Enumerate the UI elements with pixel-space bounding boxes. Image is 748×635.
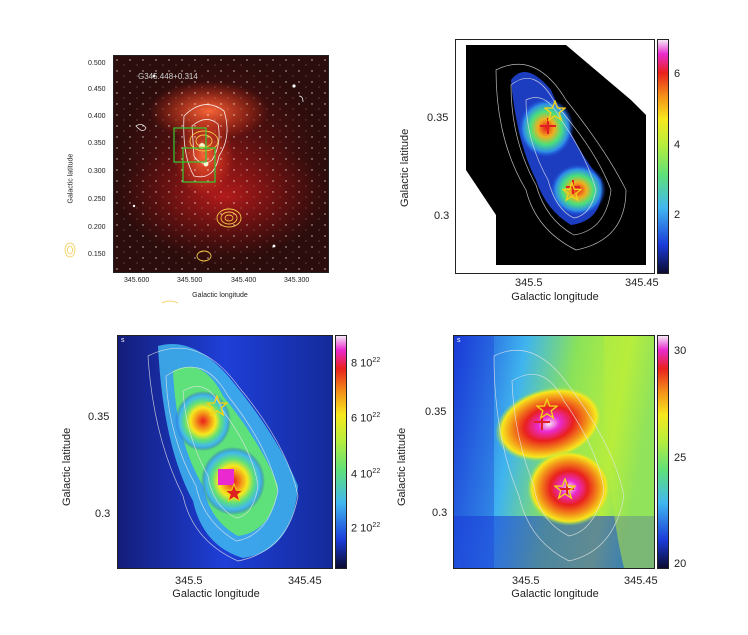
corner-label: s — [457, 337, 461, 344]
x-tick: 345.300 — [284, 277, 310, 284]
y-axis-label: Galactic latitude — [67, 153, 75, 204]
x-axis-label: Galactic longitude — [172, 588, 260, 600]
colorbar-tick: 30 — [674, 345, 687, 357]
region-box-north — [173, 127, 207, 163]
colorbar-tick: 6 — [674, 68, 681, 80]
colorbar-tick: 2 — [674, 209, 681, 221]
y-axis-label: Galactic latitude — [396, 427, 408, 506]
star-marker — [544, 100, 566, 122]
outside-contour-2 — [161, 300, 179, 304]
star-marker — [224, 483, 244, 503]
y-tick: 0.400 — [88, 113, 106, 120]
x-tick: 345.5 — [512, 575, 540, 587]
optical-image: G345.448+0.314 — [113, 55, 329, 273]
x-tick: 345.45 — [625, 277, 659, 289]
x-axis-label: Galactic longitude — [511, 588, 599, 600]
y-tick: 0.35 — [88, 411, 110, 423]
colorbar-tick: 25 — [674, 452, 687, 464]
y-tick: 0.35 — [425, 406, 447, 418]
source-label: G345.448+0.314 — [138, 72, 198, 81]
colorbar-tick: 4 1022 — [351, 468, 381, 481]
y-axis-label: Galactic latitude — [399, 128, 411, 207]
map-d: s — [453, 335, 655, 569]
x-tick: 345.45 — [624, 575, 658, 587]
x-tick: 345.600 — [124, 277, 150, 284]
star-marker — [562, 182, 582, 202]
x-axis-label: Galactic longitude — [511, 291, 599, 303]
x-tick: 345.5 — [175, 575, 203, 587]
y-tick: 0.35 — [427, 112, 449, 124]
colorbar-tick: 4 — [674, 139, 681, 151]
colorbar-tick: 8 1022 — [351, 357, 381, 370]
y-tick: 0.350 — [88, 140, 106, 147]
y-tick: 0.250 — [88, 196, 106, 203]
region-box-south — [182, 147, 216, 183]
y-tick: 0.3 — [434, 210, 450, 222]
y-tick: 0.450 — [88, 86, 106, 93]
star-marker — [554, 478, 576, 500]
x-tick: 345.45 — [288, 575, 322, 587]
x-tick: 345.400 — [231, 277, 257, 284]
colorbar-d — [657, 335, 669, 569]
colorbar-c — [335, 335, 347, 569]
y-tick: 0.500 — [88, 60, 106, 67]
colorbar-tick: 6 1022 — [351, 412, 381, 425]
y-axis-label: Galactic latitude — [61, 427, 73, 506]
y-tick: 0.150 — [88, 251, 106, 258]
corner-label: s — [121, 337, 125, 344]
star-marker — [536, 398, 558, 420]
y-tick: 0.300 — [88, 168, 106, 175]
x-tick: 345.500 — [177, 277, 203, 284]
map-c: s — [117, 335, 333, 569]
y-tick: 0.3 — [95, 508, 111, 520]
colorbar-tick: 20 — [674, 558, 687, 570]
y-tick: 0.3 — [432, 507, 448, 519]
colorbar-b — [657, 39, 669, 274]
outside-contour — [64, 242, 76, 258]
colorbar-tick: 2 1022 — [351, 522, 381, 535]
x-tick: 345.5 — [515, 277, 543, 289]
map-b — [455, 39, 655, 274]
x-axis-label: Galactic longitude — [192, 292, 248, 299]
y-tick: 0.200 — [88, 224, 106, 231]
star-marker — [206, 395, 228, 417]
